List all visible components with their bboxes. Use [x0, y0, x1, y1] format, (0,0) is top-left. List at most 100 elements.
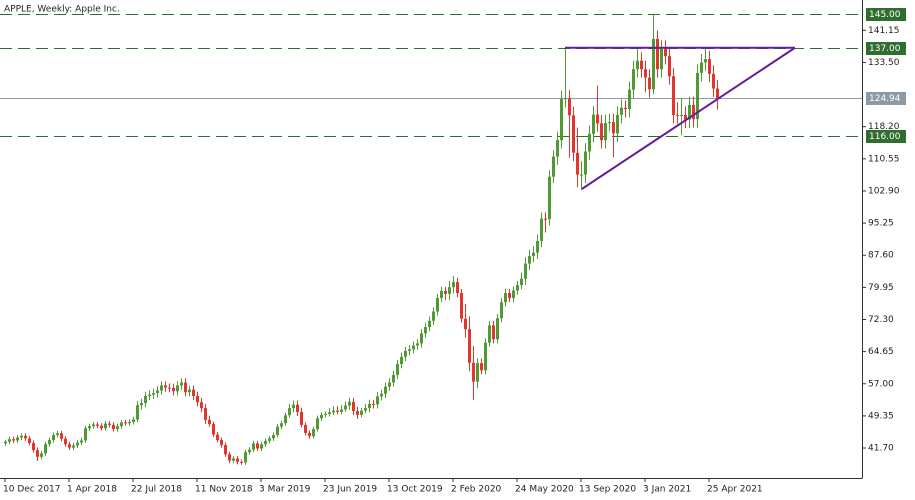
candle-body: [20, 435, 23, 438]
candle-body: [468, 329, 471, 363]
candle-body: [604, 122, 607, 141]
candle-body: [420, 333, 423, 344]
candle-body: [164, 385, 167, 388]
candle-body: [132, 419, 135, 422]
candle-body: [212, 424, 215, 435]
candle-body: [480, 363, 483, 371]
price-level-label: 137.00: [869, 44, 901, 54]
candle-body: [80, 440, 83, 443]
candle-body: [228, 454, 231, 461]
candle-body: [136, 405, 139, 420]
candle-body: [180, 382, 183, 386]
candle-body: [252, 443, 255, 450]
y-tick-label: 72.30: [868, 315, 894, 325]
candle-body: [264, 440, 267, 445]
candle-body: [184, 382, 187, 393]
candle-body: [160, 385, 163, 391]
price-level-box: [866, 92, 906, 105]
candle-body: [260, 444, 263, 449]
candle-body: [12, 439, 15, 441]
candle-body: [108, 423, 111, 425]
candle-body: [380, 393, 383, 397]
candle-body: [84, 428, 87, 441]
candle-body: [612, 122, 615, 134]
candle-body: [356, 411, 359, 415]
candle-body: [656, 38, 659, 70]
candle-body: [96, 424, 99, 426]
y-tick-label: 49.35: [868, 411, 894, 421]
candle-body: [384, 386, 387, 394]
candle-body: [608, 122, 611, 124]
candle-body: [296, 404, 299, 412]
candle-body: [332, 410, 335, 413]
candle-body: [472, 362, 475, 382]
candle-body: [168, 387, 171, 389]
candle-body: [360, 410, 363, 415]
price-level-label: 145.00: [869, 10, 901, 20]
candle-body: [676, 114, 679, 116]
candle-body: [576, 152, 579, 175]
candle-body: [460, 293, 463, 319]
candle-body: [172, 387, 175, 392]
candle-body: [448, 287, 451, 294]
candle-body: [72, 445, 75, 448]
candle-body: [64, 438, 67, 445]
candle-body: [24, 435, 27, 439]
candle-body: [40, 453, 43, 457]
candle-body: [376, 396, 379, 405]
candle-body: [284, 415, 287, 424]
candle-body: [452, 282, 455, 288]
candle-body: [712, 73, 715, 89]
candle-body: [440, 290, 443, 299]
candle-body: [660, 48, 663, 70]
candle-body: [244, 452, 247, 463]
candle-body: [288, 408, 291, 416]
candle-body: [324, 413, 327, 415]
candle-body: [684, 114, 687, 120]
candle-body: [688, 104, 691, 120]
candle-body: [396, 364, 399, 375]
candle-body: [204, 408, 207, 420]
candle-body: [128, 421, 131, 424]
candle-body: [8, 439, 11, 442]
candle-body: [424, 327, 427, 334]
candle-body: [556, 140, 559, 157]
candle-body: [408, 349, 411, 351]
candle-body: [416, 343, 419, 346]
candle-body: [564, 98, 567, 100]
candle-body: [352, 401, 355, 412]
candle-body: [224, 445, 227, 455]
candle-body: [152, 392, 155, 395]
candle-body: [716, 88, 719, 99]
y-tick-label: 79.95: [868, 283, 894, 293]
x-tick-label: 23 Jun 2019: [323, 485, 377, 495]
candle-body: [340, 409, 343, 412]
x-tick-label: 13 Oct 2019: [387, 485, 443, 495]
candle-body: [456, 282, 459, 294]
candle-body: [308, 432, 311, 437]
candle-body: [316, 418, 319, 430]
candle-body: [616, 114, 619, 134]
candle-body: [60, 433, 63, 439]
candle-body: [600, 123, 603, 141]
y-tick-label: 87.60: [868, 251, 894, 261]
y-tick-label: 102.90: [868, 186, 900, 196]
candle-body: [540, 218, 543, 241]
candle-body: [412, 345, 415, 350]
candle-body: [432, 311, 435, 321]
candle-body: [56, 433, 59, 435]
x-tick-label: 24 May 2020: [515, 485, 574, 495]
candle-body: [68, 444, 71, 448]
candle-body: [528, 256, 531, 264]
y-tick-label: 95.25: [868, 219, 894, 229]
candle-body: [664, 48, 667, 57]
candle-body: [436, 298, 439, 312]
candle-body: [392, 374, 395, 383]
candle-body: [176, 385, 179, 392]
candle-body: [320, 414, 323, 419]
candle-body: [592, 114, 595, 134]
candle-body: [36, 450, 39, 457]
candle-body: [344, 405, 347, 410]
price-level-label: 124.94: [869, 94, 901, 104]
